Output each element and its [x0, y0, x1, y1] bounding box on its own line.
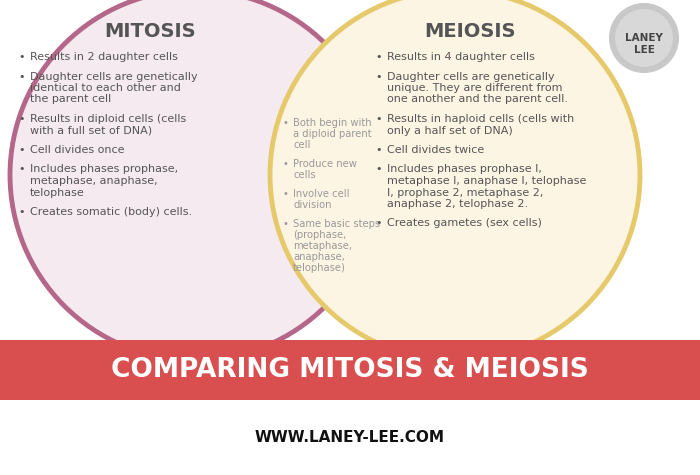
FancyBboxPatch shape [0, 340, 700, 400]
Text: unique. They are different from: unique. They are different from [387, 83, 563, 93]
Text: Both begin with: Both begin with [293, 118, 372, 128]
Text: Includes phases prophase I,: Includes phases prophase I, [387, 164, 542, 174]
Text: only a half set of DNA): only a half set of DNA) [387, 125, 512, 135]
Text: •: • [18, 114, 25, 124]
Text: I, prophase 2, metaphase 2,: I, prophase 2, metaphase 2, [387, 188, 543, 198]
Text: LANEY: LANEY [625, 33, 663, 43]
Text: division: division [293, 200, 332, 210]
Text: cells: cells [293, 170, 316, 180]
Text: MEIOSIS: MEIOSIS [424, 22, 516, 41]
Text: Cell divides twice: Cell divides twice [387, 145, 484, 155]
Text: Creates somatic (body) cells.: Creates somatic (body) cells. [30, 207, 192, 217]
Text: Results in 2 daughter cells: Results in 2 daughter cells [30, 52, 178, 62]
Text: WWW.LANEY-LEE.COM: WWW.LANEY-LEE.COM [255, 430, 445, 445]
Text: COMPARING MITOSIS & MEIOSIS: COMPARING MITOSIS & MEIOSIS [111, 357, 589, 383]
Text: anaphase 2, telophase 2.: anaphase 2, telophase 2. [387, 199, 528, 209]
Text: anaphase,: anaphase, [293, 252, 345, 262]
Text: •: • [18, 164, 25, 174]
Text: •: • [375, 114, 382, 124]
Text: •: • [18, 207, 25, 217]
Text: Results in haploid cells (cells with: Results in haploid cells (cells with [387, 114, 574, 124]
Text: metaphase I, anaphase I, telophase: metaphase I, anaphase I, telophase [387, 176, 587, 186]
Text: •: • [283, 159, 289, 169]
FancyBboxPatch shape [0, 400, 700, 475]
Text: •: • [18, 145, 25, 155]
Text: •: • [283, 219, 289, 229]
Text: telophase): telophase) [293, 263, 346, 273]
Text: (prophase,: (prophase, [293, 230, 346, 240]
Text: cell: cell [293, 140, 310, 150]
Text: •: • [18, 52, 25, 62]
Circle shape [10, 0, 380, 360]
Text: metaphase,: metaphase, [293, 241, 352, 251]
Text: a diploid parent: a diploid parent [293, 129, 372, 139]
Text: •: • [283, 189, 289, 199]
Text: Produce new: Produce new [293, 159, 357, 169]
Text: Daughter cells are genetically: Daughter cells are genetically [387, 72, 554, 82]
Text: the parent cell: the parent cell [30, 95, 111, 104]
Text: MITOSIS: MITOSIS [104, 22, 196, 41]
Text: one another and the parent cell.: one another and the parent cell. [387, 95, 568, 104]
Text: Same basic steps: Same basic steps [293, 219, 380, 229]
Text: Results in diploid cells (cells: Results in diploid cells (cells [30, 114, 186, 124]
Text: Cell divides once: Cell divides once [30, 145, 125, 155]
Text: with a full set of DNA): with a full set of DNA) [30, 125, 152, 135]
Text: metaphase, anaphase,: metaphase, anaphase, [30, 176, 158, 186]
Circle shape [270, 0, 640, 360]
Text: LEE: LEE [634, 45, 654, 55]
Text: •: • [375, 145, 382, 155]
Text: Includes phases prophase,: Includes phases prophase, [30, 164, 178, 174]
Text: Daughter cells are genetically: Daughter cells are genetically [30, 72, 197, 82]
Text: Creates gametes (sex cells): Creates gametes (sex cells) [387, 218, 542, 228]
Text: Involve cell: Involve cell [293, 189, 349, 199]
Text: •: • [375, 72, 382, 82]
Text: •: • [18, 72, 25, 82]
Circle shape [612, 6, 676, 70]
Text: telophase: telophase [30, 188, 85, 198]
Text: •: • [375, 218, 382, 228]
Text: identical to each other and: identical to each other and [30, 83, 181, 93]
Text: •: • [375, 164, 382, 174]
Text: •: • [375, 52, 382, 62]
Text: •: • [283, 118, 289, 128]
Text: Results in 4 daughter cells: Results in 4 daughter cells [387, 52, 535, 62]
